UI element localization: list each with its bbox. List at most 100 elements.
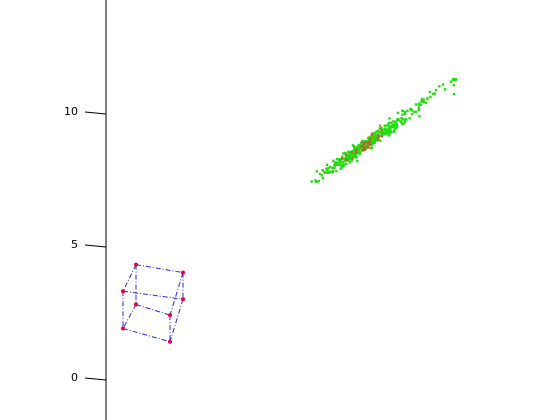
box-vertex: [181, 297, 185, 302]
cloud-point: [373, 141, 376, 145]
cloud-point: [403, 112, 407, 116]
cloud-point: [426, 97, 429, 101]
cloud-point: [355, 159, 359, 163]
cloud-point: [356, 151, 359, 154]
cloud-point: [358, 148, 361, 152]
cloud-point: [347, 150, 350, 153]
y-tick-mark: [84, 111, 107, 115]
box-edge: [122, 304, 137, 329]
cloud-point: [373, 138, 376, 141]
cloud-point: [335, 161, 338, 164]
cloud-point: [353, 148, 356, 151]
cloud-point: [396, 111, 400, 115]
cloud-point: [358, 152, 362, 156]
cloud-point: [444, 88, 447, 91]
cloud-core-point: [345, 159, 348, 162]
cloud-point: [381, 129, 384, 132]
cloud-point: [344, 151, 347, 155]
box-vertex: [121, 326, 125, 331]
cloud-point: [374, 138, 378, 141]
cloud-point: [354, 154, 357, 157]
point-cloud-series: [310, 78, 457, 183]
wireframe-box-series: [121, 262, 185, 344]
box-vertex: [134, 262, 138, 267]
cloud-point: [394, 120, 397, 123]
cloud-point: [384, 130, 387, 133]
cloud-point: [345, 162, 348, 165]
cloud-point: [400, 121, 403, 124]
cloud-core-point: [369, 143, 372, 146]
cloud-point: [351, 151, 355, 154]
cloud-point: [415, 110, 418, 114]
cloud-point: [378, 139, 382, 142]
cloud-point: [400, 117, 403, 120]
cloud-point: [361, 146, 364, 149]
cloud-point: [376, 135, 379, 138]
cloud-core-point: [378, 135, 381, 138]
box-vertex: [168, 313, 172, 318]
cloud-core-point: [380, 128, 383, 131]
cloud-point: [319, 172, 322, 176]
cloud-point: [373, 132, 376, 135]
cloud-point: [320, 174, 323, 177]
cloud-point: [422, 98, 425, 101]
cloud-point: [347, 153, 350, 156]
cloud-point: [384, 132, 387, 136]
cloud-core-point: [367, 146, 370, 149]
cloud-point: [387, 128, 390, 131]
cloud-point: [417, 103, 421, 106]
cloud-point: [403, 119, 407, 122]
cloud-point: [355, 145, 358, 149]
cloud-point: [350, 154, 354, 158]
cloud-core-point: [362, 149, 365, 152]
cloud-point: [331, 170, 334, 174]
cloud-point: [325, 163, 329, 166]
cloud-core-point: [355, 148, 358, 151]
cloud-point: [403, 121, 406, 124]
cloud-point: [389, 131, 393, 134]
cloud-point: [315, 170, 318, 173]
cloud-point: [370, 142, 373, 145]
cloud-point: [336, 162, 339, 165]
cloud-point: [370, 146, 373, 150]
cloud-point: [326, 168, 329, 172]
cloud-core-point: [363, 149, 366, 151]
cloud-point: [368, 136, 371, 139]
cloud-point: [335, 157, 339, 161]
cloud-point: [429, 95, 432, 99]
cloud-point: [370, 135, 373, 138]
cloud-core-point: [361, 141, 364, 144]
cloud-point: [327, 171, 330, 174]
cloud-point: [328, 165, 332, 169]
cloud-point: [327, 167, 330, 170]
cloud-point: [383, 124, 386, 127]
cloud-core-point: [360, 145, 363, 148]
cloud-point: [377, 130, 380, 133]
cloud-point: [392, 120, 395, 123]
cloud-point: [410, 112, 414, 116]
cloud-point: [449, 80, 452, 83]
cloud-point: [372, 135, 375, 138]
cloud-core-point: [344, 153, 347, 156]
cloud-point: [358, 151, 362, 154]
cloud-point: [389, 128, 392, 131]
cloud-point: [386, 123, 389, 127]
cloud-point: [332, 159, 335, 162]
cloud-point: [420, 97, 424, 101]
y-tick-mark: [84, 377, 107, 381]
cloud-point: [369, 147, 372, 150]
cloud-point: [452, 78, 457, 81]
cloud-point: [338, 159, 341, 162]
cloud-point: [388, 117, 391, 120]
cloud-point: [401, 109, 404, 112]
cloud-point: [401, 113, 404, 116]
y-tick-mark: [84, 244, 107, 248]
cloud-point: [381, 130, 384, 133]
cloud-point: [329, 170, 332, 174]
cloud-core-point: [370, 134, 373, 137]
cloud-core-point: [355, 149, 357, 152]
cloud-point: [310, 180, 313, 183]
cloud-point: [333, 163, 336, 166]
cloud-point: [432, 92, 435, 95]
